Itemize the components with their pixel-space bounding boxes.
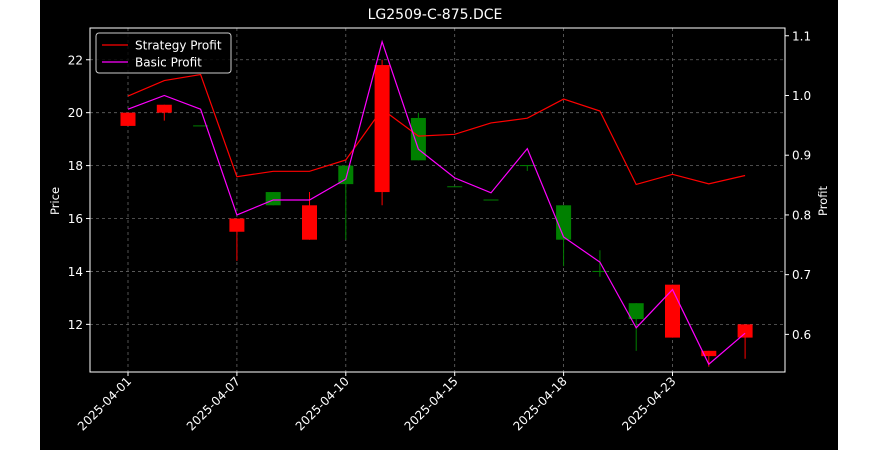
basic-profit-line bbox=[127, 39, 746, 366]
candle-body bbox=[229, 218, 245, 232]
candle-body bbox=[120, 112, 136, 126]
y-tick-label: 22 bbox=[68, 53, 83, 67]
legend: Strategy Profit Basic Profit bbox=[95, 32, 232, 74]
y2-axis-label: Profit bbox=[816, 186, 830, 216]
x-tick-label: 2025-04-23 bbox=[619, 374, 678, 433]
axes: 12 14 16 18 20 22 0.6 0.7 0.8 0.9 1.0 1.1 2025-04-01… bbox=[68, 29, 811, 433]
chart-title: LG2509-C-875.DCE bbox=[368, 7, 503, 23]
legend-entry: Strategy Profit bbox=[135, 39, 222, 53]
y2-tick-label: 1.0 bbox=[792, 89, 811, 103]
candle-body bbox=[556, 205, 572, 240]
x-tick-label: 2025-04-07 bbox=[184, 374, 243, 433]
candle-body bbox=[156, 104, 172, 113]
plot-frame bbox=[89, 27, 786, 373]
candle-body bbox=[338, 165, 354, 185]
x-tick-label: 2025-04-15 bbox=[402, 374, 461, 433]
candles bbox=[120, 59, 753, 367]
legend-box bbox=[95, 32, 232, 74]
profit-lines bbox=[127, 39, 746, 366]
y2-tick-label: 0.7 bbox=[792, 268, 811, 282]
y2-tick-label: 0.8 bbox=[792, 208, 811, 222]
candle-body bbox=[302, 205, 317, 240]
strategy-profit-line bbox=[127, 73, 746, 186]
x-tick-label: 2025-04-01 bbox=[75, 374, 134, 433]
y2-tick-label: 0.6 bbox=[792, 328, 811, 342]
y-axis-label: Price bbox=[48, 187, 62, 215]
candlestick-chart: LG2509-C-875.DCE Price Profit 12 14 16 18 20… bbox=[48, 7, 830, 433]
candle-body bbox=[737, 324, 753, 338]
y-tick-label: 20 bbox=[68, 106, 83, 120]
x-tick-label: 2025-04-10 bbox=[293, 374, 352, 433]
candle-body bbox=[265, 192, 281, 206]
y-tick-label: 16 bbox=[68, 212, 83, 226]
grid-lines bbox=[90, 28, 785, 372]
y-tick-label: 12 bbox=[68, 318, 83, 332]
candle-body bbox=[701, 350, 717, 357]
y-tick-label: 14 bbox=[68, 265, 83, 279]
x-tick-label: 2025-04-18 bbox=[511, 374, 570, 433]
candle-body bbox=[410, 117, 426, 161]
y2-tick-label: 1.1 bbox=[792, 29, 811, 43]
candle-body bbox=[628, 303, 644, 320]
legend-entry: Basic Profit bbox=[135, 56, 202, 70]
chart-figure: LG2509-C-875.DCE Price Profit 12 14 16 18 20… bbox=[40, 0, 838, 450]
y-tick-label: 18 bbox=[68, 159, 83, 173]
candle-body bbox=[665, 284, 680, 338]
candle-body bbox=[374, 65, 390, 193]
y2-tick-label: 0.9 bbox=[792, 149, 811, 163]
